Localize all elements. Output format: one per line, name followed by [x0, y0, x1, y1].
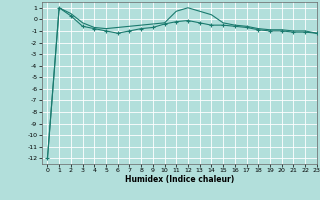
- X-axis label: Humidex (Indice chaleur): Humidex (Indice chaleur): [124, 175, 234, 184]
